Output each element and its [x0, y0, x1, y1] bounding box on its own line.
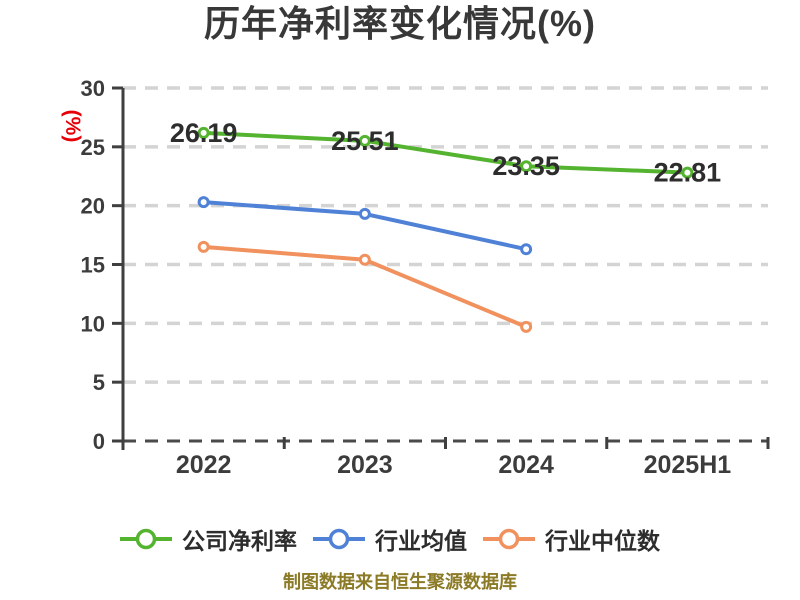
marker-company-net-margin-2023 [358, 134, 371, 147]
marker-industry-average-2022 [197, 196, 210, 209]
x-tick-label-2022: 2022 [176, 451, 232, 479]
legend-marker-industry-average-icon [313, 528, 365, 550]
chart-title: 历年净利率变化情况(%) [204, 3, 596, 44]
legend-label-company-net-margin: 公司净利率 [182, 528, 297, 554]
y-tick-label-5: 5 [93, 370, 105, 395]
marker-industry-median-2023 [358, 253, 371, 266]
legend-marker-industry-median-icon [483, 528, 535, 550]
legend-label-industry-median: 行业中位数 [545, 528, 660, 554]
legend-marker-company-net-margin-icon [120, 528, 172, 550]
x-tick-label-2023: 2023 [337, 451, 393, 479]
y-tick-label-15: 15 [81, 253, 105, 278]
point-label-company-net-margin-2022: 26.19 [170, 118, 238, 148]
legend-item-company-net-margin: 公司净利率 [118, 522, 297, 556]
marker-industry-median-2022 [197, 240, 210, 253]
y-tick-label-30: 30 [81, 76, 105, 101]
y-tick-label-25: 25 [81, 135, 105, 160]
y-tick-label-10: 10 [81, 311, 105, 336]
marker-industry-average-2024 [520, 243, 533, 256]
marker-company-net-margin-2025H1 [681, 166, 694, 179]
marker-industry-average-2023 [358, 207, 371, 220]
point-label-company-net-margin-2023: 25.51 [331, 126, 399, 156]
marker-company-net-margin-2022 [197, 126, 210, 139]
point-label-company-net-margin-2025H1: 22.81 [654, 158, 722, 188]
y-tick-label-0: 0 [93, 429, 105, 454]
legend-item-industry-median: 行业中位数 [481, 522, 660, 556]
x-tick-label-2025H1: 2025H1 [644, 451, 732, 479]
legend-item-industry-average: 行业均值 [311, 522, 467, 556]
line-company-net-margin [201, 130, 690, 175]
y-tick-label-20: 20 [81, 194, 105, 219]
footer-source-note: 制图数据来自恒生聚源数据库 [283, 572, 517, 592]
marker-industry-median-2024 [520, 320, 533, 333]
legend: 公司净利率 行业均值 行业中位数 [118, 522, 800, 556]
point-label-company-net-margin-2024: 23.35 [492, 151, 560, 181]
x-tick-label-2024: 2024 [498, 451, 554, 479]
marker-company-net-margin-2024 [520, 160, 533, 173]
legend-label-industry-average: 行业均值 [375, 528, 467, 554]
